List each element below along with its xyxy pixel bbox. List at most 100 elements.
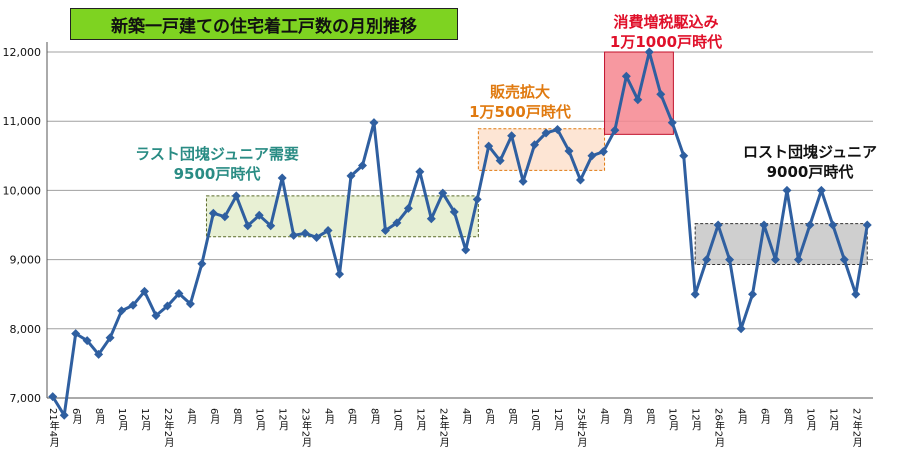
data-point [461,245,471,255]
x-tick-label: 10月 [804,408,816,432]
data-point [162,301,172,311]
data-point [690,289,700,299]
data-point [220,212,230,222]
x-tick-label: 12月 [139,408,151,432]
x-tick-label: 12月 [690,408,702,432]
annotation-shohi-line1: 消費増税駆込み [613,13,719,31]
data-point [575,175,585,185]
x-tick-label: 12月 [552,408,564,432]
x-tick-label: 8月 [368,408,380,425]
data-point [323,226,333,236]
data-point [82,336,92,346]
annotation-junior-line2: 9500戸時代 [173,165,261,183]
data-point [518,176,528,186]
data-point [438,188,448,198]
data-point [48,392,58,402]
data-point [208,208,218,218]
data-point [748,289,758,299]
data-point [851,289,861,299]
data-point [369,118,379,128]
data-point [392,218,402,228]
x-axis-ticks: 21年4月 6月 8月 10月 12月 22年2月 4月 6月 8月 10月 12月 23年2月 4月 6… [47,408,862,448]
data-point [553,125,563,135]
x-tick-label: 25年2月 [575,408,587,448]
data-point [357,160,367,170]
y-tick-label: 10,000 [3,184,42,197]
x-tick-label: 10月 [391,408,403,432]
data-point [862,220,872,230]
data-point [507,131,517,141]
y-tick-label: 9,000 [10,254,42,267]
data-point [380,226,390,236]
data-point [530,140,540,150]
y-tick-label: 7,000 [10,392,42,405]
x-tick-label: 10月 [254,408,266,432]
data-point [702,255,712,265]
data-point [335,269,345,279]
data-point [59,410,69,420]
x-tick-label: 12月 [414,408,426,432]
band-hanbai [477,128,606,171]
x-tick-label: 8月 [506,408,518,425]
x-tick-label: 4月 [736,408,748,425]
annotation-junior: ラスト団塊ジュニア需要 9500戸時代 [112,144,322,184]
x-tick-label: 12月 [277,408,289,432]
x-tick-label: 8月 [93,408,105,425]
data-point [289,230,299,240]
x-tick-label: 8月 [231,408,243,425]
y-tick-label: 8,000 [10,323,42,336]
y-tick-label: 12,000 [3,46,42,59]
data-point [793,255,803,265]
data-point [633,95,643,105]
x-tick-label: 8月 [781,408,793,425]
data-point [312,232,322,242]
data-point [713,220,723,230]
annotation-shohi: 消費増税駆込み 1万1000戸時代 [586,12,746,52]
data-point [564,146,574,156]
annotation-shohi-line2: 1万1000戸時代 [609,33,723,51]
annotation-hanbai-line1: 販売拡大 [489,83,550,101]
annotation-lost-line2: 9000戸時代 [766,163,854,181]
data-point [140,286,150,296]
data-point [300,228,310,238]
x-tick-label: 12月 [827,408,839,432]
data-point [839,255,849,265]
data-point [587,151,597,161]
data-point [266,221,276,231]
data-point [426,214,436,224]
data-point [725,255,735,265]
data-point [185,299,195,309]
data-point [782,185,792,195]
x-tick-label: 10月 [529,408,541,432]
x-tick-label: 26年2月 [713,408,725,448]
data-point [197,259,207,269]
y-tick-label: 11,000 [3,115,42,128]
annotation-lost-line1: ロスト団塊ジュニア [743,143,877,161]
data-point [128,300,138,310]
y-axis-ticks: 7,000 8,000 9,000 10,000 11,000 12,000 [3,46,42,405]
data-point [415,167,425,177]
data-point [94,349,104,359]
data-point [484,141,494,151]
data-point [656,89,666,99]
data-point [770,255,780,265]
x-tick-label: 22年2月 [162,408,174,448]
x-tick-label: 4月 [460,408,472,425]
x-tick-label: 21年4月 [47,408,59,448]
data-point [644,47,654,57]
data-point [254,210,264,220]
data-point [403,203,413,213]
data-point [621,71,631,81]
data-point [816,185,826,195]
data-point [346,171,356,181]
data-point [449,207,459,217]
data-point [495,156,505,166]
data-point [736,324,746,334]
data-point [541,128,551,138]
data-point [805,220,815,230]
x-tick-label: 6月 [346,408,358,425]
data-point [231,191,241,201]
data-point [679,151,689,161]
x-tick-label: 6月 [208,408,220,425]
data-point [71,329,81,339]
